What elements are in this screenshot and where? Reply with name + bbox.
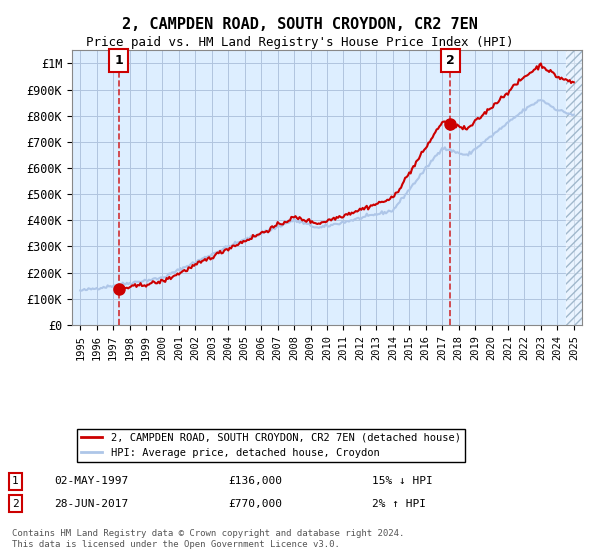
Text: 2: 2 [12,499,19,509]
Text: 1: 1 [114,54,123,67]
Text: 2, CAMPDEN ROAD, SOUTH CROYDON, CR2 7EN: 2, CAMPDEN ROAD, SOUTH CROYDON, CR2 7EN [122,17,478,32]
Text: 2: 2 [446,54,455,67]
Text: Contains HM Land Registry data © Crown copyright and database right 2024.
This d: Contains HM Land Registry data © Crown c… [12,529,404,549]
Text: 02-MAY-1997: 02-MAY-1997 [54,477,128,487]
Text: 1: 1 [12,477,19,487]
Text: 2% ↑ HPI: 2% ↑ HPI [372,499,426,509]
Text: 15% ↓ HPI: 15% ↓ HPI [372,477,433,487]
Legend: 2, CAMPDEN ROAD, SOUTH CROYDON, CR2 7EN (detached house), HPI: Average price, de: 2, CAMPDEN ROAD, SOUTH CROYDON, CR2 7EN … [77,429,465,462]
Text: £136,000: £136,000 [228,477,282,487]
Text: 28-JUN-2017: 28-JUN-2017 [54,499,128,509]
Text: Price paid vs. HM Land Registry's House Price Index (HPI): Price paid vs. HM Land Registry's House … [86,36,514,49]
Text: £770,000: £770,000 [228,499,282,509]
